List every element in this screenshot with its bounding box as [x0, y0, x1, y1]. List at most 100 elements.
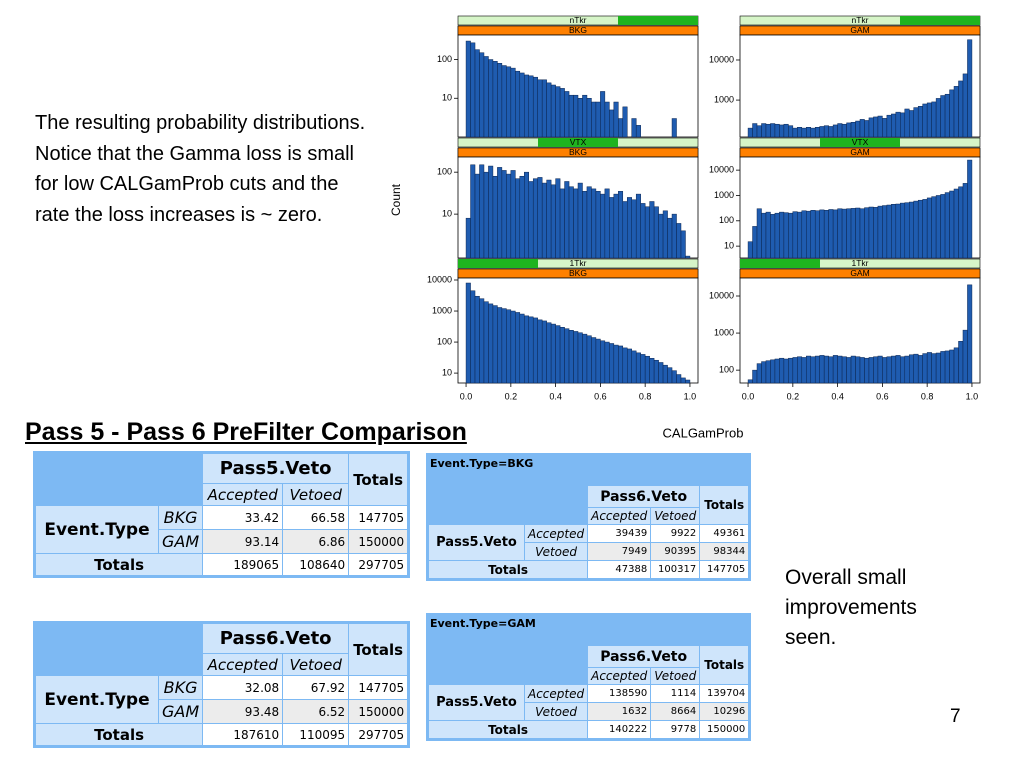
bar: [550, 84, 556, 138]
bar: [635, 125, 641, 138]
bar: [564, 91, 570, 138]
bar: [649, 201, 655, 259]
bar: [506, 173, 512, 259]
bar: [613, 193, 619, 259]
y-tick-label: 10: [442, 367, 452, 377]
bar: [940, 194, 946, 259]
bar: [819, 209, 825, 259]
bar: [568, 330, 574, 384]
y-tick-label: 10000: [709, 290, 734, 300]
bar: [891, 204, 897, 259]
bar: [953, 188, 959, 259]
bar: [497, 63, 503, 138]
bar: [662, 364, 668, 384]
bar: [788, 357, 794, 384]
bar: [774, 123, 780, 138]
bar: [591, 101, 597, 138]
cell: 6.86: [283, 530, 349, 553]
bar: [582, 333, 588, 384]
bar: [537, 319, 543, 384]
bar: [479, 52, 485, 138]
bar: [747, 127, 753, 138]
bar: [792, 211, 798, 259]
bar: [528, 181, 534, 259]
bar: [586, 335, 592, 384]
table-row: Totals 189065 108640 297705: [36, 554, 408, 575]
bar: [877, 205, 883, 259]
bar: [913, 107, 919, 138]
bar: [662, 210, 668, 259]
bar: [573, 94, 579, 138]
strip-label: VTX: [570, 137, 587, 147]
bar: [483, 56, 489, 138]
bar: [864, 357, 870, 384]
x-tick-label: 0.4: [549, 391, 562, 401]
bar: [765, 211, 771, 259]
bar: [958, 80, 964, 138]
bar: [470, 164, 476, 259]
table-row: Totals 140222 9778 150000: [429, 721, 749, 738]
column-level: Accepted: [588, 668, 651, 684]
bar: [488, 165, 494, 259]
table-row: GAM 93.14 6.86 150000: [36, 530, 408, 553]
bar: [917, 106, 923, 138]
bar: [765, 360, 771, 384]
cell: 32.08: [203, 676, 283, 699]
bar: [967, 39, 973, 138]
bar: [832, 124, 838, 138]
bar: [470, 290, 476, 384]
strip-level: [618, 16, 698, 25]
x-tick-label: 0.0: [742, 391, 755, 401]
row-level: BKG: [159, 506, 203, 529]
bar: [492, 61, 498, 138]
bar: [465, 40, 471, 138]
bar: [850, 121, 856, 138]
paragraph: The resulting probability distributions.…: [35, 112, 382, 226]
bar: [618, 191, 624, 259]
cell: 67.92: [283, 676, 349, 699]
bar: [658, 213, 664, 259]
bar: [761, 212, 767, 259]
row-level: Accepted: [525, 685, 588, 702]
column-header: Pass6.Veto: [588, 486, 700, 507]
y-tick-label: 10000: [427, 274, 452, 284]
totals-row-header: Totals: [36, 554, 203, 575]
row-header: Event.Type: [36, 506, 158, 553]
bar: [474, 295, 480, 384]
bar: [479, 164, 485, 259]
bar: [550, 184, 556, 259]
strip-label: BKG: [569, 268, 587, 278]
bar: [788, 125, 794, 138]
y-tick-label: 1000: [432, 305, 452, 315]
bar: [600, 340, 606, 384]
row-level: GAM: [159, 530, 203, 553]
bar: [644, 206, 650, 259]
note: Overall small improvements seen.: [785, 566, 917, 649]
bar: [873, 207, 879, 259]
blank-cell: [36, 624, 203, 675]
bar: [841, 123, 847, 138]
blank-cell: [429, 486, 588, 524]
x-tick-label: 0.6: [876, 391, 889, 401]
x-tick-label: 0.2: [787, 391, 800, 401]
column-header: Pass5.Veto: [203, 454, 349, 483]
bar: [631, 118, 637, 138]
bar: [627, 197, 632, 259]
y-tick-label: 10: [442, 93, 452, 103]
table-row: Accepted Vetoed: [429, 668, 748, 684]
y-tick-label: 10: [724, 241, 734, 251]
bar: [873, 356, 879, 384]
bar: [613, 101, 619, 138]
bar: [756, 125, 762, 138]
bar: [783, 358, 789, 384]
cell: 66.58: [283, 506, 349, 529]
column-level: Vetoed: [283, 484, 349, 505]
bar: [886, 356, 892, 384]
bar: [501, 65, 507, 138]
bar: [949, 349, 955, 384]
bar: [868, 117, 874, 138]
bar: [917, 355, 923, 384]
column-level: Vetoed: [651, 668, 700, 684]
total-cell: 140222: [588, 721, 651, 738]
bar: [564, 328, 570, 384]
